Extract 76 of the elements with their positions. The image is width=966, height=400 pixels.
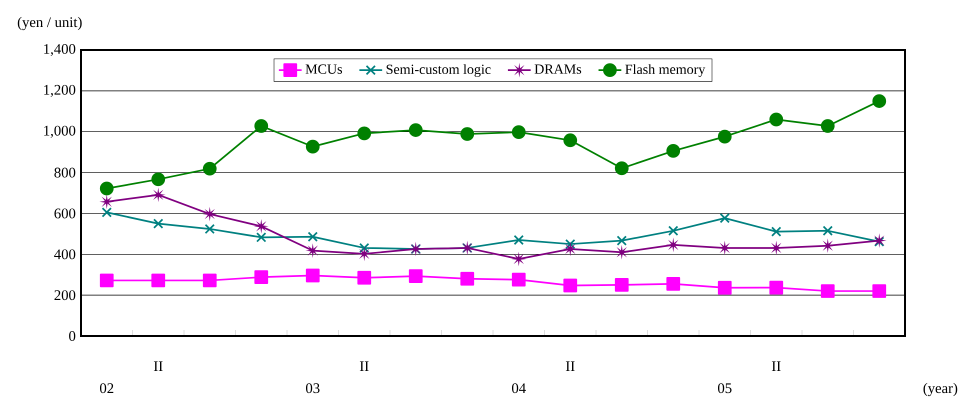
point xyxy=(151,274,166,288)
x-tick-label: 02 xyxy=(100,383,114,394)
point xyxy=(514,234,524,246)
point xyxy=(614,161,629,176)
point xyxy=(668,226,678,236)
point xyxy=(408,269,423,284)
point xyxy=(408,123,423,137)
x-tick-label: II xyxy=(154,361,163,371)
point xyxy=(872,284,886,298)
point xyxy=(820,284,835,298)
point xyxy=(254,119,268,133)
x-tick-label: II xyxy=(360,361,369,371)
x-axis-title: (year) xyxy=(924,382,958,396)
point xyxy=(202,162,217,176)
point xyxy=(306,268,320,282)
point xyxy=(769,280,784,294)
point xyxy=(511,252,526,266)
y-tick-label: 1,000 xyxy=(44,126,76,138)
point xyxy=(305,243,320,258)
point xyxy=(666,144,680,158)
point xyxy=(820,119,835,133)
point xyxy=(460,127,474,141)
point xyxy=(153,218,164,229)
legend-label: DRAMs xyxy=(534,64,582,74)
point xyxy=(718,130,732,144)
point xyxy=(102,207,112,218)
point xyxy=(254,218,269,234)
point xyxy=(720,213,730,224)
point xyxy=(99,194,114,210)
point xyxy=(460,272,474,286)
point xyxy=(356,246,372,262)
point xyxy=(100,182,114,196)
point xyxy=(563,278,578,292)
point xyxy=(616,235,627,246)
point xyxy=(100,274,114,288)
x-tick-label: 04 xyxy=(512,383,526,394)
point xyxy=(822,226,833,236)
point xyxy=(308,232,318,242)
y-axis-title: (yen / unit) xyxy=(18,16,82,30)
point xyxy=(202,274,217,288)
y-tick-label: 200 xyxy=(54,290,76,300)
y-tick-label: 0 xyxy=(69,331,76,341)
y-tick-label: 400 xyxy=(54,249,76,260)
point xyxy=(512,272,526,286)
legend-label: Flash memory xyxy=(625,64,706,77)
point xyxy=(872,233,887,248)
x-tick-label: 03 xyxy=(306,383,320,394)
x-tick-label: 05 xyxy=(718,383,732,394)
point xyxy=(254,270,268,284)
point xyxy=(357,270,372,285)
point xyxy=(565,238,576,250)
point xyxy=(563,133,578,148)
point xyxy=(614,278,629,292)
legend-label: MCUs xyxy=(306,64,342,74)
point xyxy=(202,206,218,222)
y-tick-label: 1,400 xyxy=(44,44,76,56)
point xyxy=(256,232,266,242)
point xyxy=(306,140,320,154)
point xyxy=(357,126,372,140)
y-tick-label: 800 xyxy=(54,168,76,178)
point xyxy=(512,125,526,139)
point xyxy=(359,242,370,254)
y-tick-label: 1,200 xyxy=(44,84,76,97)
point xyxy=(874,236,884,247)
point xyxy=(666,277,680,291)
point xyxy=(769,112,784,126)
point xyxy=(150,188,166,202)
point xyxy=(771,226,782,237)
point xyxy=(151,172,166,186)
legend-label: Semi-custom logic xyxy=(386,64,491,77)
y-tick-label: 600 xyxy=(54,208,76,218)
point xyxy=(204,224,215,234)
point xyxy=(872,94,886,108)
x-tick-label: II xyxy=(772,361,781,371)
x-tick-label: II xyxy=(566,361,575,371)
point xyxy=(718,280,732,295)
